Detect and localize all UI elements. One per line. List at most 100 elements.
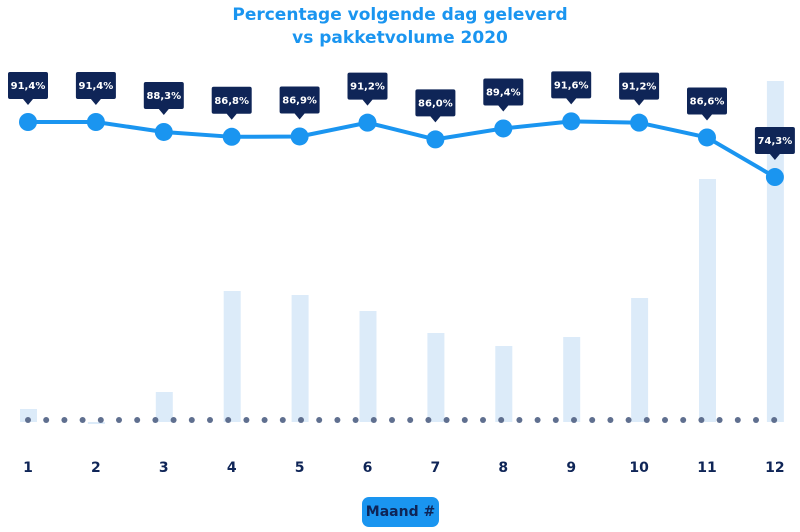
baseline-dot bbox=[97, 417, 104, 423]
baseline-dot bbox=[443, 417, 450, 423]
x-axis-label: Maand # bbox=[362, 497, 439, 527]
baseline-dot bbox=[425, 417, 432, 423]
baseline-dot bbox=[480, 417, 486, 423]
subtitle-line: vs pakketvolume 2020 bbox=[292, 28, 508, 48]
baseline-dot bbox=[461, 417, 468, 423]
x-tick-label: 11 bbox=[697, 460, 716, 476]
baseline-dot bbox=[334, 417, 341, 423]
line-point bbox=[222, 127, 241, 146]
baseline-dot bbox=[698, 417, 705, 423]
line-point bbox=[494, 119, 513, 138]
x-tick-label: 4 bbox=[227, 460, 237, 476]
baseline-dot bbox=[680, 417, 687, 423]
data-label-box bbox=[143, 81, 184, 115]
volume-bar bbox=[699, 179, 716, 422]
baseline-dot bbox=[352, 417, 359, 423]
x-tick-label: 6 bbox=[363, 460, 373, 476]
baseline-dot bbox=[170, 417, 177, 423]
baseline-dot bbox=[279, 417, 286, 423]
baseline-dot bbox=[152, 417, 159, 423]
baseline-dot bbox=[625, 417, 632, 423]
volume-bar bbox=[631, 298, 649, 422]
line-point bbox=[765, 168, 784, 187]
data-label-box bbox=[347, 72, 388, 106]
line-point bbox=[86, 113, 105, 131]
line-point bbox=[630, 113, 649, 132]
data-label: 74,3% bbox=[758, 136, 793, 147]
volume-bar bbox=[291, 295, 309, 422]
title-line: Percentage volgende dag geleverd bbox=[232, 5, 568, 25]
x-tick-label: 2 bbox=[91, 460, 101, 476]
volume-bar bbox=[20, 409, 37, 422]
baseline-dot bbox=[534, 417, 541, 423]
data-label-box bbox=[551, 71, 592, 105]
baseline-dot bbox=[298, 417, 304, 423]
baseline-dot bbox=[589, 417, 596, 423]
baseline-dot bbox=[316, 417, 323, 423]
data-label: 86,0% bbox=[418, 98, 453, 109]
baseline-dot bbox=[261, 417, 268, 423]
baseline-dot bbox=[552, 417, 559, 423]
line-point bbox=[19, 113, 37, 131]
baseline-dot bbox=[607, 417, 614, 423]
line-point bbox=[290, 127, 309, 146]
baseline-dot bbox=[61, 417, 68, 423]
data-label: 88,3% bbox=[146, 91, 181, 102]
baseline-dot bbox=[188, 417, 195, 423]
baseline-dot bbox=[771, 417, 778, 423]
data-label: 91,4% bbox=[79, 81, 114, 92]
data-label: 91,4% bbox=[11, 81, 46, 92]
line-point bbox=[562, 112, 581, 131]
baseline-dot bbox=[643, 417, 650, 423]
volume-bar bbox=[766, 81, 784, 422]
x-tick-label: 10 bbox=[629, 460, 649, 476]
data-label: 86,9% bbox=[282, 95, 317, 106]
volume-bar bbox=[563, 337, 581, 422]
x-tick-label: 12 bbox=[765, 460, 784, 476]
x-tick-label: 7 bbox=[431, 460, 441, 476]
x-tick-label: 5 bbox=[295, 460, 305, 476]
x-tick-label: 3 bbox=[159, 460, 169, 476]
x-tick-label: 9 bbox=[566, 460, 576, 476]
volume-bar bbox=[427, 333, 445, 422]
data-label-box bbox=[687, 87, 727, 121]
baseline-dot bbox=[207, 417, 213, 423]
baseline-dot bbox=[571, 417, 577, 423]
percentage-line bbox=[28, 119, 776, 179]
data-label-box bbox=[211, 86, 252, 120]
baseline-dot bbox=[370, 417, 377, 423]
data-label: 86,8% bbox=[214, 96, 249, 107]
data-label: 86,6% bbox=[690, 96, 725, 107]
baseline-dot bbox=[498, 417, 505, 423]
baseline-dot bbox=[25, 417, 31, 423]
data-label-box bbox=[415, 89, 456, 123]
x-tick-label: 1 bbox=[23, 460, 33, 476]
data-label-box bbox=[75, 72, 116, 105]
baseline-dot bbox=[116, 417, 122, 423]
baseline-dot bbox=[225, 417, 232, 423]
baseline-dot bbox=[407, 417, 414, 423]
data-label-box bbox=[754, 127, 795, 161]
baseline-dot bbox=[734, 417, 741, 423]
baseline-dot bbox=[134, 417, 141, 423]
baseline-dot bbox=[662, 417, 668, 423]
baseline-dot bbox=[716, 417, 723, 423]
line-point bbox=[426, 130, 445, 149]
baseline-dot bbox=[753, 417, 759, 423]
data-label-box bbox=[8, 72, 48, 105]
baseline-dot bbox=[79, 417, 86, 423]
data-label: 91,2% bbox=[622, 82, 657, 93]
baseline-dot bbox=[243, 417, 250, 423]
data-label: 91,6% bbox=[554, 80, 589, 91]
baseline-dot bbox=[43, 417, 50, 423]
data-label-box bbox=[279, 86, 320, 120]
volume-bar bbox=[223, 291, 241, 422]
volume-bar bbox=[359, 311, 377, 422]
chart-title: Percentage volgende dag geleverd vs pakk… bbox=[0, 4, 800, 50]
volume-bar bbox=[87, 422, 105, 424]
volume-bar bbox=[155, 392, 173, 422]
line-point bbox=[698, 128, 716, 147]
data-label-box bbox=[619, 72, 660, 106]
data-label: 89,4% bbox=[486, 87, 521, 98]
baseline-dot bbox=[516, 417, 523, 423]
